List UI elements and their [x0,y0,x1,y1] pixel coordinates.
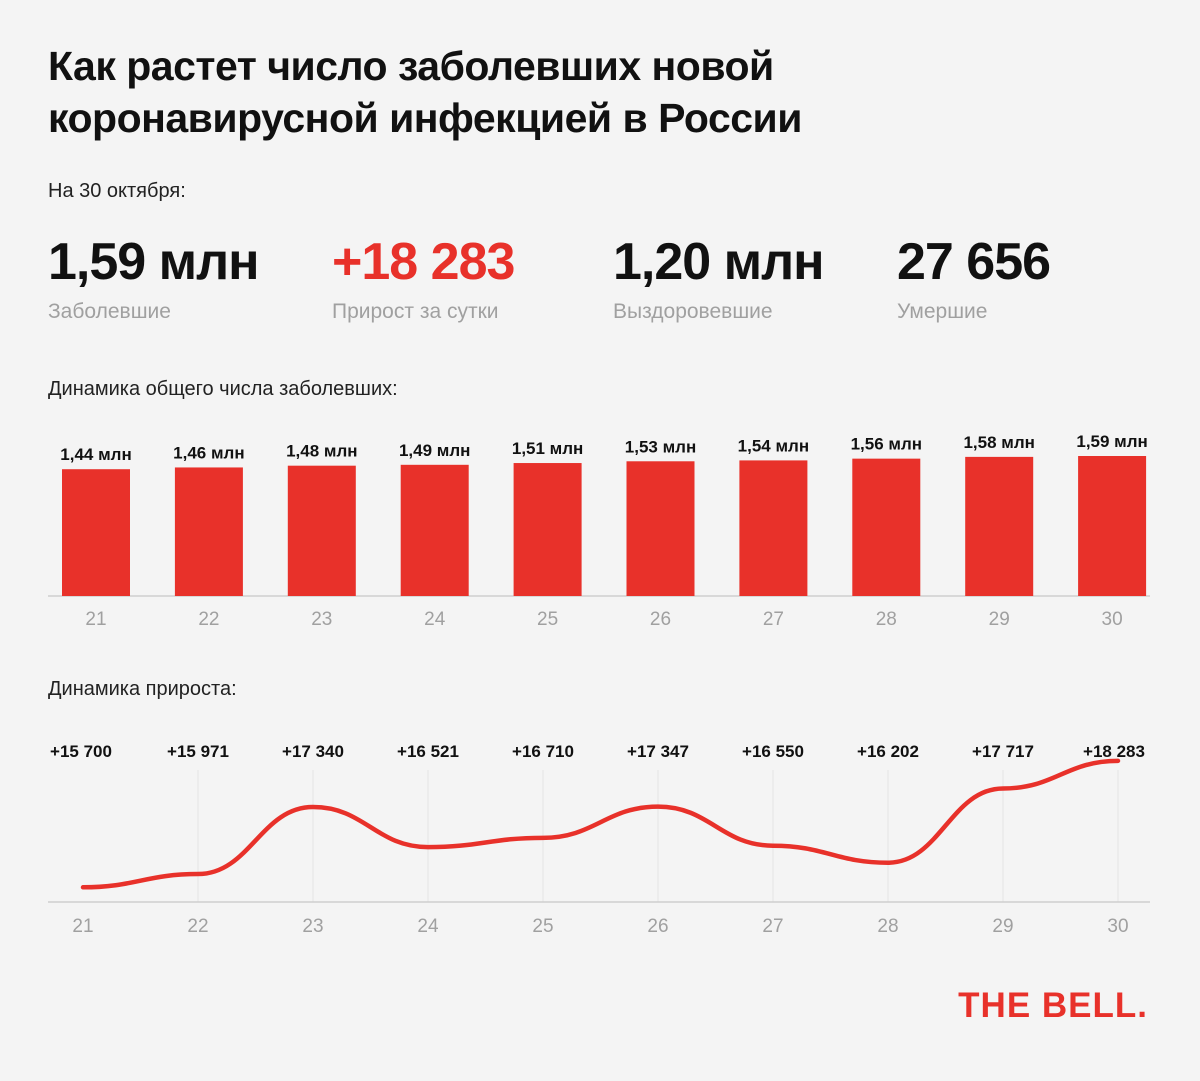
x-tick-label: 27 [763,609,784,630]
x-tick-label: 22 [198,609,219,630]
bar [400,464,469,596]
stat-cases: 1,59 млн Заболевшие [48,232,260,324]
x-tick-label: 30 [1107,916,1128,937]
bar [965,456,1034,596]
x-tick-label: 21 [85,609,106,630]
x-tick-label: 26 [647,916,668,937]
x-tick-label: 30 [1102,609,1123,630]
bar-data-label: 1,49 млн [399,441,470,460]
x-tick-label: 21 [72,916,93,937]
line-data-label: +16 550 [742,742,804,761]
line-data-label: +15 971 [167,742,229,761]
bar-data-label: 1,46 млн [173,443,244,462]
stat-recovered-value: 1,20 млн [613,233,825,291]
stat-cases-label: Заболевшие [48,300,171,323]
the-bell-logo: THE BELL. [958,986,1148,1025]
x-tick-label: 29 [992,916,1013,937]
line-data-label: +17 717 [972,742,1034,761]
stat-cases-value: 1,59 млн [48,233,260,291]
stat-deaths: 27 656 Умершие [897,232,1051,324]
bar [287,465,356,596]
line-data-label: +18 283 [1083,742,1145,761]
x-tick-label: 25 [532,916,553,937]
bar-data-label: 1,51 млн [512,439,583,458]
date-label: На 30 октября: [48,180,186,202]
line-data-label: +17 347 [627,742,689,761]
bar [174,467,243,596]
x-tick-label: 23 [302,916,323,937]
bar-data-label: 1,48 млн [286,442,357,461]
line-data-label: +16 521 [397,742,459,761]
stat-recovered-label: Выздоровевшие [613,300,773,323]
bar-data-label: 1,56 млн [851,435,922,454]
bar-data-label: 1,59 млн [1076,432,1147,451]
x-tick-label: 23 [311,609,332,630]
stat-deaths-label: Умершие [897,300,988,323]
stat-recovered: 1,20 млн Выздоровевшие [613,232,825,324]
x-tick-label: 25 [537,609,558,630]
growth-line [80,758,1121,890]
bar [1078,456,1147,596]
line-data-label: +17 340 [282,742,344,761]
stat-deaths-value: 27 656 [897,233,1051,291]
bar-data-label: 1,53 млн [625,437,696,456]
x-tick-label: 22 [187,916,208,937]
x-tick-label: 27 [762,916,783,937]
x-tick-label: 24 [417,916,439,937]
x-tick-label: 28 [877,916,898,937]
bar [739,460,808,596]
chart-title: Как растет число заболевших новой корона… [48,43,802,141]
line-data-label: +16 710 [512,742,574,761]
stat-daily-growth-value: +18 283 [332,233,515,291]
bar-chart-title: Динамика общего числа заболевших: [48,378,398,400]
line-chart: +15 700 21 +15 971 22 +17 340 23 +16 521 24 +16 … [48,742,1150,937]
bar-data-label: 1,44 млн [60,445,131,464]
bar-chart: 1,44 млн 21 1,46 млн 22 1,48 млн 23 1,49 млн 24… [48,432,1150,630]
stat-daily-growth-label: Прирост за сутки [332,300,499,323]
x-tick-label: 24 [424,609,446,630]
line-data-label: +16 202 [857,742,919,761]
line-chart-title: Динамика прироста: [48,678,237,700]
bar-data-label: 1,54 млн [738,436,809,455]
x-tick-label: 26 [650,609,671,630]
bar-data-label: 1,58 млн [963,433,1034,452]
bar [62,469,130,596]
bar [626,461,695,596]
bar [513,463,582,596]
x-tick-label: 29 [989,609,1010,630]
bar [852,458,921,596]
x-tick-label: 28 [876,609,897,630]
stat-daily-growth: +18 283 Прирост за сутки [332,232,515,324]
line-data-label: +15 700 [50,742,112,761]
